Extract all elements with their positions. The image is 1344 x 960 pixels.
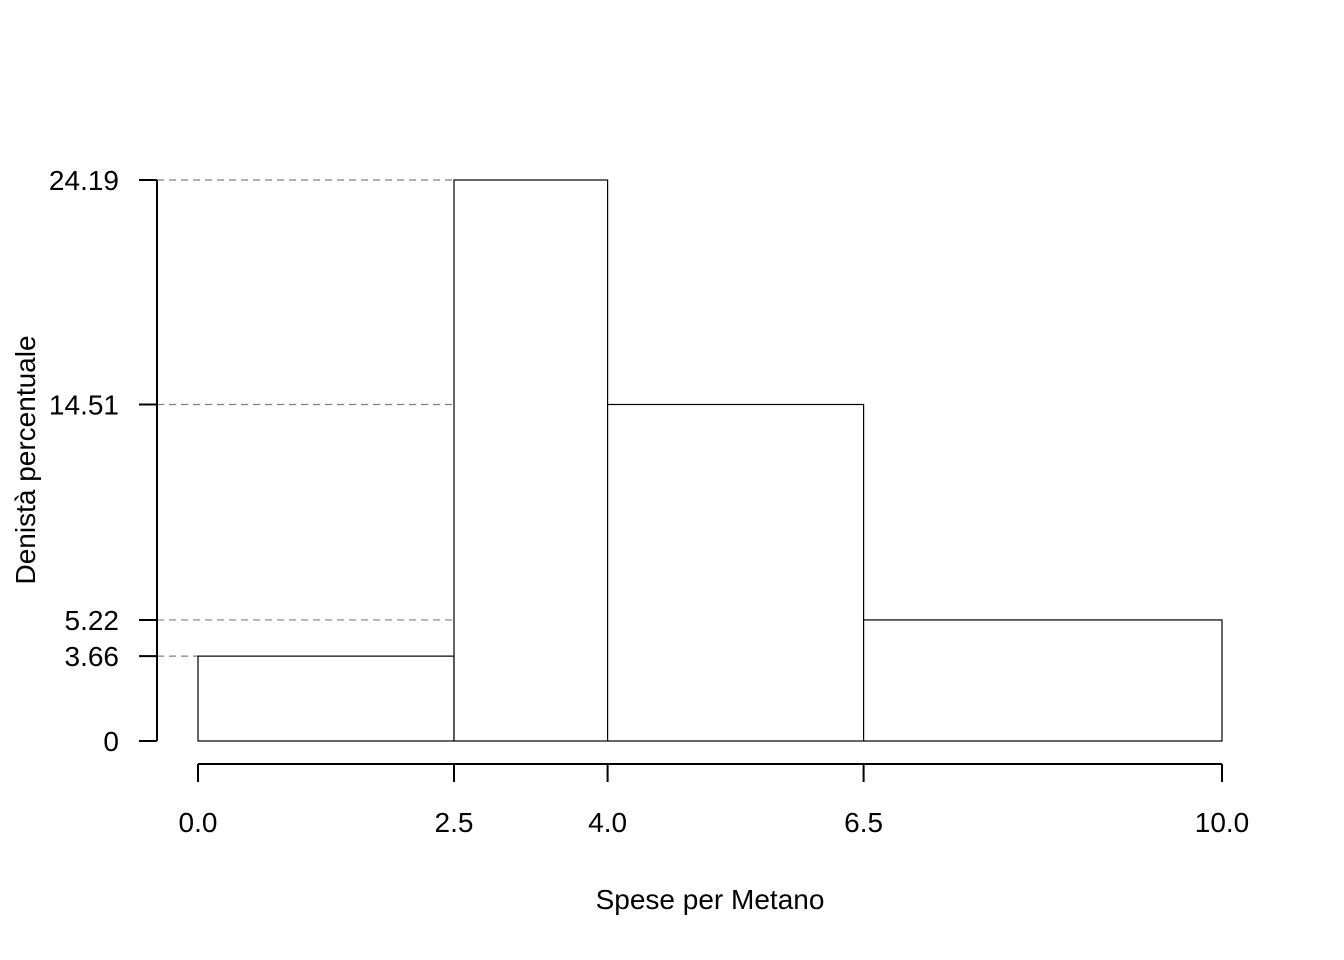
y-tick-label-3: 14.51 (49, 389, 119, 420)
y-tick-label-0: 0 (103, 726, 119, 757)
y-tick-label-4: 24.19 (49, 165, 119, 196)
x-tick-label-2: 4.0 (588, 807, 627, 838)
y-axis-label: Denistà percentuale (10, 335, 41, 584)
x-tick-label-4: 10.0 (1195, 807, 1250, 838)
x-tick-label-1: 2.5 (435, 807, 474, 838)
histogram-bar-3 (862, 619, 1223, 742)
y-tick-label-2: 5.22 (65, 605, 120, 636)
histogram-bar-1 (453, 179, 609, 742)
x-axis-label: Spese per Metano (596, 884, 825, 915)
y-tick-label-1: 3.66 (65, 641, 120, 672)
x-tick-label-0: 0.0 (179, 807, 218, 838)
histogram-bar-0 (197, 655, 455, 742)
x-axis: 0.0 2.5 4.0 6.5 10.0 (179, 763, 1250, 838)
bars (197, 179, 1223, 742)
y-axis: 0 3.66 5.22 14.51 24.19 (49, 165, 158, 757)
histogram-bar-2 (606, 403, 865, 742)
x-tick-label-3: 6.5 (844, 807, 883, 838)
